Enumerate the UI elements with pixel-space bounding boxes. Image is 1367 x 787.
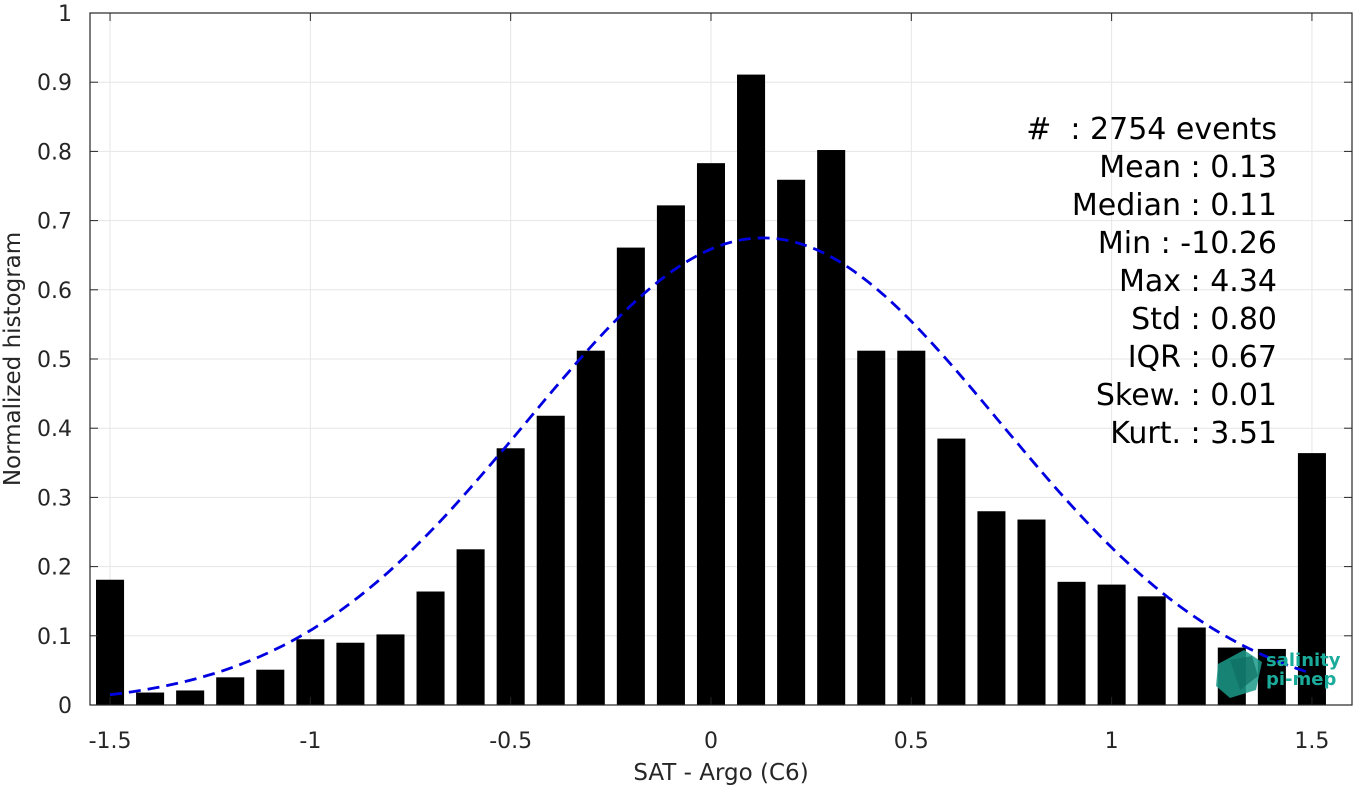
histogram-bar bbox=[496, 448, 525, 705]
y-tick-label: 1 bbox=[58, 2, 72, 27]
histogram-bar bbox=[216, 677, 245, 705]
stats-line: IQR : 0.67 bbox=[1128, 340, 1277, 375]
y-tick-label: 0 bbox=[58, 694, 72, 719]
stats-line: Median : 0.11 bbox=[1072, 188, 1277, 223]
x-tick-label: -1.5 bbox=[89, 729, 132, 754]
y-tick-label: 0.4 bbox=[37, 417, 72, 442]
histogram-bar bbox=[1017, 519, 1046, 705]
x-tick-label: 1.5 bbox=[1294, 729, 1329, 754]
histogram-bar bbox=[176, 690, 205, 705]
y-tick-label: 0.7 bbox=[37, 210, 72, 235]
histogram-bar bbox=[1097, 584, 1126, 705]
y-tick-label: 0.3 bbox=[37, 486, 72, 511]
stats-line: Kurt. : 3.51 bbox=[1110, 416, 1277, 451]
y-tick-label: 0.6 bbox=[37, 279, 72, 304]
histogram-bar bbox=[296, 639, 325, 705]
x-tick-label: -0.5 bbox=[489, 729, 532, 754]
histogram-bar bbox=[817, 150, 846, 706]
histogram-bar bbox=[576, 350, 605, 705]
histogram-bar bbox=[536, 415, 565, 705]
y-axis-title: Normalized histogram bbox=[0, 232, 26, 486]
y-tick-label: 0.1 bbox=[37, 625, 72, 650]
x-tick-label: 0.5 bbox=[894, 729, 929, 754]
stats-line: Skew. : 0.01 bbox=[1096, 378, 1277, 413]
histogram-bar bbox=[897, 350, 926, 705]
logo-line1: salinity bbox=[1266, 650, 1341, 671]
axis-ticks bbox=[90, 12, 1352, 706]
histogram-bar bbox=[376, 634, 405, 705]
histogram-bar bbox=[656, 205, 685, 705]
histogram-bar bbox=[416, 591, 445, 705]
y-tick-labels: 0 0.1 0.2 0.3 0.4 0.5 0.6 0.7 0.8 0.9 1 bbox=[37, 2, 72, 719]
histogram-bar bbox=[616, 247, 645, 705]
histogram-bar bbox=[96, 579, 125, 705]
x-tick-labels: -1.5 -1 -0.5 0 0.5 1 1.5 bbox=[89, 729, 1330, 754]
histogram-bar bbox=[696, 163, 726, 705]
logo-mark-shade-icon bbox=[1230, 656, 1258, 690]
histogram-bar bbox=[1297, 453, 1326, 705]
histogram-bar bbox=[1257, 648, 1286, 705]
histogram-bar bbox=[977, 511, 1006, 705]
histogram-bar bbox=[136, 692, 165, 705]
y-tick-label: 0.5 bbox=[37, 348, 72, 373]
x-tick-label: 0 bbox=[704, 729, 718, 754]
x-axis-title: SAT - Argo (C6) bbox=[633, 760, 808, 786]
y-tick-label: 0.8 bbox=[37, 140, 72, 165]
x-tick-label: 1 bbox=[1105, 729, 1119, 754]
salinity-pi-mep-logo: salinity pi-mep bbox=[1216, 650, 1341, 698]
histogram-bar bbox=[737, 74, 766, 705]
y-tick-label: 0.2 bbox=[37, 556, 72, 581]
logo-line2: pi-mep bbox=[1266, 669, 1336, 690]
histogram-bar bbox=[456, 549, 485, 705]
histogram-bar bbox=[336, 642, 365, 705]
y-tick-label: 0.9 bbox=[37, 71, 72, 96]
histogram-bar bbox=[1177, 627, 1206, 705]
histogram-bar bbox=[1057, 581, 1086, 705]
histogram-bars bbox=[96, 74, 1326, 706]
histogram-bar bbox=[937, 438, 966, 705]
stats-line: Std : 0.80 bbox=[1131, 302, 1277, 337]
stats-line: # : 2754 events bbox=[1026, 112, 1277, 147]
normal-fit-curve bbox=[109, 236, 1313, 697]
x-tick-label: -1 bbox=[299, 729, 321, 754]
histogram-bar bbox=[857, 350, 886, 705]
histogram-bar bbox=[1137, 596, 1166, 705]
stats-line: Min : -10.26 bbox=[1098, 226, 1277, 261]
histogram-bar bbox=[777, 179, 806, 706]
stats-line: Max : 4.34 bbox=[1119, 264, 1277, 299]
histogram-bar bbox=[256, 669, 285, 705]
stats-line: Mean : 0.13 bbox=[1099, 150, 1277, 185]
